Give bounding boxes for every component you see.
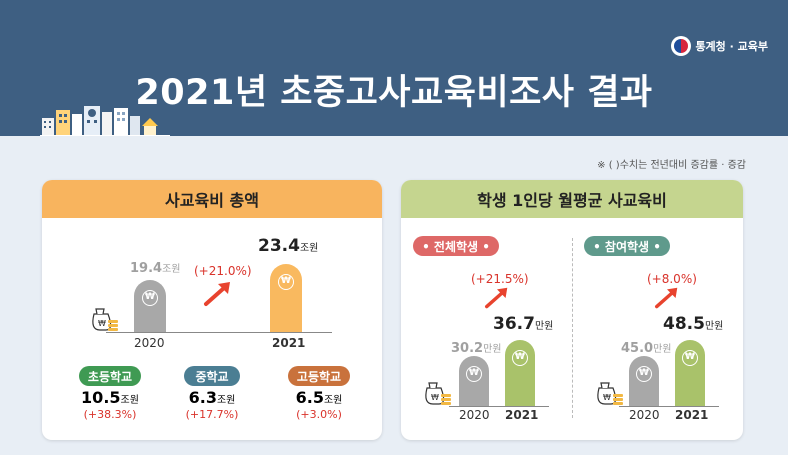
svg-text:₩: ₩ [98,319,106,328]
high-school-value: 6.5조원 [274,388,364,407]
all-2021-number: 36.7 [493,314,535,334]
won-coin-icon: ₩ [466,366,482,382]
participating-2020-unit: 만원 [653,344,672,355]
svg-text:₩: ₩ [431,393,439,402]
high-school-unit: 조원 [323,395,343,406]
high-school-rate: (+3.0%) [296,408,342,421]
all-year-2020: 2020 [459,408,490,422]
total-2020-value: 19.4조원 [130,260,180,276]
header-banner: 통계청 · 교육부 2021년 초중고사교육비조사 결과 [0,0,788,136]
total-year-2021: 2021 [272,336,306,350]
won-coin-icon: ₩ [636,366,652,382]
all-2020-value: 30.2만원 [451,340,501,356]
total-spending-heading: 사교육비 총액 [42,180,382,218]
elementary-school-rate: (+38.3%) [83,408,137,421]
participating-2020-bar: ₩ [629,356,659,406]
middle-school-value: 6.3조원 [167,388,257,407]
monthly-spending-card: 학생 1인당 월평균 사교육비 • 전체학생 • (+21.5%) 36.7만원… [401,180,743,440]
total-2020-unit: 조원 [162,264,181,275]
total-rate: (+21.0%) [194,264,252,278]
total-2021-value: 23.4조원 [258,236,318,256]
participating-2020-number: 45.0 [621,341,654,356]
all-2020-number: 30.2 [451,341,484,356]
all-2020-bar: ₩ [459,356,489,406]
participating-2021-number: 48.5 [663,314,705,334]
participating-2021-bar: ₩ [675,340,705,406]
all-2020-unit: 만원 [483,344,502,355]
high-school-label: 고등학교 [288,366,350,386]
middle-school-label: 중학교 [184,366,240,386]
total-2021-unit: 조원 [299,243,319,254]
participating-year-2021: 2021 [675,408,709,422]
won-coin-icon: ₩ [142,290,158,306]
footnote: ※ ( )수치는 전년대비 증감률 · 증감 [597,160,746,171]
total-2021-number: 23.4 [258,236,300,256]
middle-school-unit: 조원 [216,395,236,406]
middle-school-number: 6.3 [188,388,217,407]
government-logo: 통계청 · 교육부 [671,36,768,56]
participating-year-2020: 2020 [629,408,660,422]
participating-baseline [619,406,719,407]
won-coin-icon: ₩ [682,350,698,366]
money-bag-icon: ₩ [92,308,118,331]
total-2021-bar: ₩ [270,264,302,332]
participating-2021-value: 48.5만원 [663,314,723,334]
total-spending-card: 사교육비 총액 19.4조원 23.4조원 (+21.0%) ₩ ₩ ₩ 202… [42,180,382,440]
middle-school-rate: (+17.7%) [185,408,239,421]
money-bag-icon: ₩ [597,382,623,405]
all-2021-value: 36.7만원 [493,314,553,334]
all-2021-unit: 만원 [534,321,554,332]
elementary-school-unit: 조원 [120,395,139,406]
total-baseline [106,332,332,333]
elementary-school-label: 초등학교 [79,366,141,386]
high-school-number: 6.5 [295,388,324,407]
svg-text:₩: ₩ [603,393,611,402]
total-2020-bar: ₩ [134,280,166,332]
page-title: 2021년 초중고사교육비조사 결과 [135,73,653,113]
section-divider [572,238,573,418]
city-skyline-icon [40,106,170,136]
all-students-rate: (+21.5%) [471,272,529,286]
money-bag-icon: ₩ [425,382,451,405]
elementary-school-number: 10.5 [81,388,121,407]
up-arrow-icon [655,287,678,309]
won-coin-icon: ₩ [278,274,294,290]
participating-2020-value: 45.0만원 [621,340,671,356]
total-year-2020: 2020 [134,336,165,350]
government-logo-icon [671,36,692,56]
monthly-spending-heading: 학생 1인당 월평균 사교육비 [401,180,743,218]
won-coin-icon: ₩ [512,350,528,366]
participating-students-rate: (+8.0%) [647,272,697,286]
elementary-school-value: 10.5조원 [65,388,155,407]
all-year-2021: 2021 [505,408,539,422]
up-arrow-icon [485,287,508,309]
participating-2021-unit: 만원 [704,321,724,332]
all-2021-bar: ₩ [505,340,535,406]
participating-students-label: • 참여학생 • [584,236,670,256]
all-baseline [449,406,549,407]
total-2020-number: 19.4 [130,261,163,276]
all-students-label: • 전체학생 • [413,236,499,256]
logo-text: 통계청 · 교육부 [695,40,768,53]
up-arrow-icon [204,282,230,306]
